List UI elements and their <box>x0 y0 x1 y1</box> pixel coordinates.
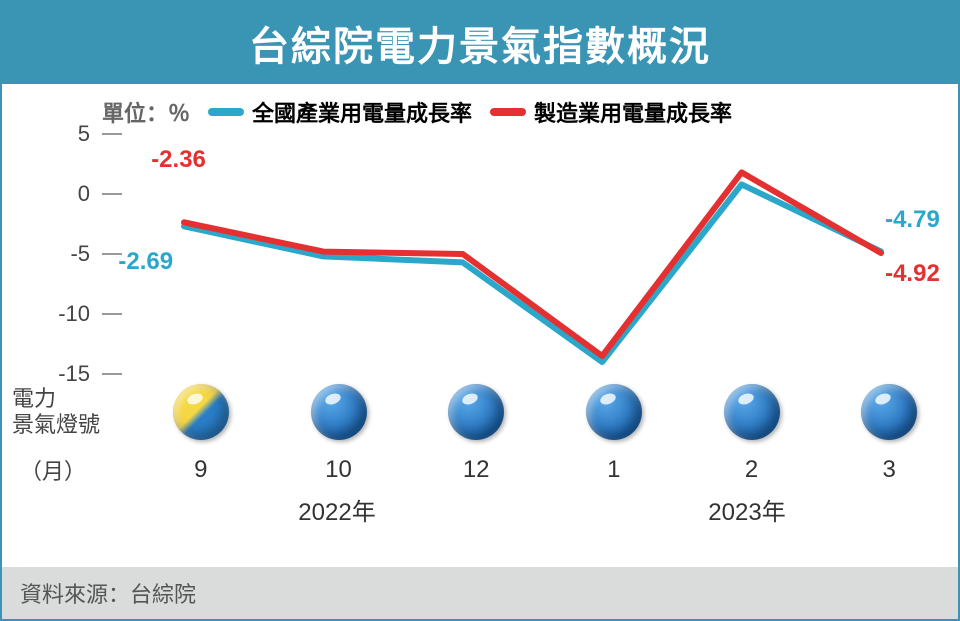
footer-text: 資料來源：台綜院 <box>20 582 196 607</box>
signal-orb-blue-icon <box>311 384 367 440</box>
data-label: -2.69 <box>118 248 173 276</box>
months-row-label: （月） <box>12 454 132 486</box>
y-tick-label: -10 <box>30 301 90 327</box>
signal-orb-blue-icon <box>724 384 780 440</box>
legend-unit: 單位：％ <box>102 96 190 128</box>
data-label: -4.92 <box>885 260 940 288</box>
plot-svg <box>102 134 922 374</box>
chart-container: 台綜院電力景氣指數概況 單位：％ 全國產業用電量成長率 製造業用電量成長率 -2… <box>0 0 960 621</box>
y-tick-mark <box>102 193 122 195</box>
signal-orb-blue-icon <box>861 384 917 440</box>
legend-item-series1: 全國產業用電量成長率 <box>208 96 472 128</box>
legend-swatch-2 <box>490 108 526 116</box>
chart-area: -2.36-2.69-4.79-4.92 50-5-10-15 <box>2 134 958 374</box>
signal-orb-yellow-blue-icon <box>173 384 229 440</box>
y-tick-mark <box>102 373 122 375</box>
signal-orb-blue-icon <box>586 384 642 440</box>
signal-cell <box>132 384 270 440</box>
legend-label-1: 全國產業用電量成長率 <box>252 96 472 128</box>
y-tick-label: -15 <box>30 361 90 387</box>
month-label: 3 <box>820 456 958 484</box>
legend-item-series2: 製造業用電量成長率 <box>490 96 732 128</box>
signals-cells <box>132 384 958 440</box>
signals-row: 電力景氣燈號 <box>2 384 958 440</box>
data-label: -4.79 <box>885 206 940 234</box>
signal-cell <box>820 384 958 440</box>
y-tick-label: 5 <box>30 121 90 147</box>
months-row: （月） 91012123 <box>2 454 958 486</box>
data-label: -2.36 <box>151 146 206 174</box>
signal-orb-blue-icon <box>448 384 504 440</box>
legend-label-2: 製造業用電量成長率 <box>534 96 732 128</box>
months-cells: 91012123 <box>132 456 958 484</box>
month-label: 10 <box>270 456 408 484</box>
y-tick-label: 0 <box>30 181 90 207</box>
plot-region: -2.36-2.69-4.79-4.92 <box>102 134 922 374</box>
line-series1 <box>184 184 881 362</box>
signal-cell <box>545 384 683 440</box>
month-label: 9 <box>132 456 270 484</box>
month-label: 1 <box>545 456 683 484</box>
signal-cell <box>683 384 821 440</box>
legend-swatch-1 <box>208 108 244 116</box>
month-label: 2 <box>683 456 821 484</box>
month-label: 12 <box>407 456 545 484</box>
footer-bar: 資料來源：台綜院 <box>2 567 958 619</box>
signal-cell <box>407 384 545 440</box>
year-label: 2022年 <box>132 492 542 527</box>
year-label: 2023年 <box>542 492 952 527</box>
years-row: 2022年2023年 <box>2 492 958 527</box>
title-bar: 台綜院電力景氣指數概況 <box>2 2 958 84</box>
y-tick-mark <box>102 253 122 255</box>
y-tick-label: -5 <box>30 241 90 267</box>
title-text: 台綜院電力景氣指數概況 <box>249 25 711 69</box>
y-tick-mark <box>102 133 122 135</box>
legend-row: 單位：％ 全國產業用電量成長率 製造業用電量成長率 <box>2 84 958 128</box>
signals-row-label: 電力景氣燈號 <box>12 386 132 439</box>
signal-cell <box>270 384 408 440</box>
y-tick-mark <box>102 313 122 315</box>
